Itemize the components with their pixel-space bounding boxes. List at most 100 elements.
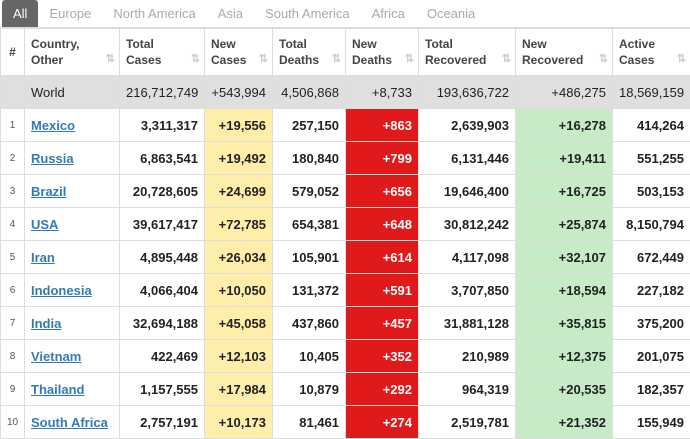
number-cell: 18,569,159 [613, 76, 690, 109]
header-text: Recovered [522, 53, 583, 67]
header-text: Cases [211, 53, 246, 67]
number-cell: 2,639,903 [419, 109, 516, 142]
region-tab[interactable]: All [2, 0, 38, 27]
number-cell: +486,275 [516, 76, 613, 109]
sort-icon: ⇅ [191, 51, 200, 67]
country-link[interactable]: Indonesia [31, 283, 92, 298]
rank-cell: 4 [1, 208, 25, 241]
rank-cell: 10 [1, 406, 25, 439]
region-tab[interactable]: Asia [207, 0, 254, 27]
country-link[interactable]: South Africa [31, 415, 108, 430]
number-cell: 422,469 [120, 340, 205, 373]
number-cell: +457 [346, 307, 419, 340]
number-cell: 182,357 [613, 373, 690, 406]
number-cell: +863 [346, 109, 419, 142]
sort-icon: ⇅ [259, 51, 268, 67]
number-cell: +25,874 [516, 208, 613, 241]
sort-icon: ⇅ [106, 51, 115, 67]
country-link[interactable]: Mexico [31, 118, 75, 133]
country-cell: Russia [25, 142, 120, 175]
number-cell: 31,881,128 [419, 307, 516, 340]
number-cell: +16,725 [516, 175, 613, 208]
region-tab[interactable]: North America [102, 0, 206, 27]
number-cell: 2,519,781 [419, 406, 516, 439]
number-cell: 6,863,541 [120, 142, 205, 175]
header-text: Cases [126, 53, 161, 67]
country-cell: Mexico [25, 109, 120, 142]
region-tab[interactable]: Europe [38, 0, 102, 27]
country-link[interactable]: Thailand [31, 382, 84, 397]
column-header[interactable]: Country,Other⇅ [25, 29, 120, 76]
number-cell: 3,311,317 [120, 109, 205, 142]
number-cell: 8,150,794 [613, 208, 690, 241]
number-cell: 579,052 [273, 175, 346, 208]
number-cell: 654,381 [273, 208, 346, 241]
number-cell: 105,901 [273, 241, 346, 274]
number-cell: +19,492 [205, 142, 273, 175]
number-cell: 964,319 [419, 373, 516, 406]
number-cell: +45,058 [205, 307, 273, 340]
country-link[interactable]: Russia [31, 151, 74, 166]
header-text: Cases [619, 53, 654, 67]
header-text: Total [126, 37, 154, 51]
number-cell: 180,840 [273, 142, 346, 175]
column-header[interactable]: Total Cases ⇅ [120, 29, 205, 76]
header-text: Deaths [352, 53, 392, 67]
sort-icon: ⇅ [405, 51, 414, 67]
rank-cell [1, 76, 25, 109]
number-cell: 437,860 [273, 307, 346, 340]
number-cell: 10,405 [273, 340, 346, 373]
country-link[interactable]: India [31, 316, 61, 331]
number-cell: 4,117,098 [419, 241, 516, 274]
country-cell: Vietnam [25, 340, 120, 373]
header-text: New [352, 37, 377, 51]
country-link[interactable]: USA [31, 217, 58, 232]
country-link[interactable]: Vietnam [31, 349, 81, 364]
number-cell: 216,712,749 [120, 76, 205, 109]
rank-cell: 9 [1, 373, 25, 406]
country-link[interactable]: Iran [31, 250, 55, 265]
number-cell: 20,728,605 [120, 175, 205, 208]
number-cell: 551,255 [613, 142, 690, 175]
number-cell: +292 [346, 373, 419, 406]
header-text: Country, [31, 37, 79, 51]
rank-cell: 1 [1, 109, 25, 142]
number-cell: +24,699 [205, 175, 273, 208]
country-link[interactable]: Brazil [31, 184, 66, 199]
rank-cell: 3 [1, 175, 25, 208]
sort-icon: ⇅ [332, 51, 341, 67]
column-header[interactable]: New Deaths ⇅ [346, 29, 419, 76]
number-cell: +12,375 [516, 340, 613, 373]
region-tab[interactable]: Africa [361, 0, 416, 27]
number-cell: 414,264 [613, 109, 690, 142]
number-cell: 1,157,555 [120, 373, 205, 406]
rank-cell: 6 [1, 274, 25, 307]
column-header[interactable]: New Cases ⇅ [205, 29, 273, 76]
number-cell: 81,461 [273, 406, 346, 439]
sort-icon: ⇅ [677, 51, 686, 67]
country-cell: Thailand [25, 373, 120, 406]
number-cell: +18,594 [516, 274, 613, 307]
number-cell: +799 [346, 142, 419, 175]
number-cell: 131,372 [273, 274, 346, 307]
region-tab[interactable]: Oceania [416, 0, 486, 27]
number-cell: 30,812,242 [419, 208, 516, 241]
rank-cell: 2 [1, 142, 25, 175]
number-cell: +12,103 [205, 340, 273, 373]
header-text: New [211, 37, 236, 51]
country-cell: USA [25, 208, 120, 241]
number-cell: +17,984 [205, 373, 273, 406]
region-tab[interactable]: South America [254, 0, 361, 27]
number-cell: +8,733 [346, 76, 419, 109]
